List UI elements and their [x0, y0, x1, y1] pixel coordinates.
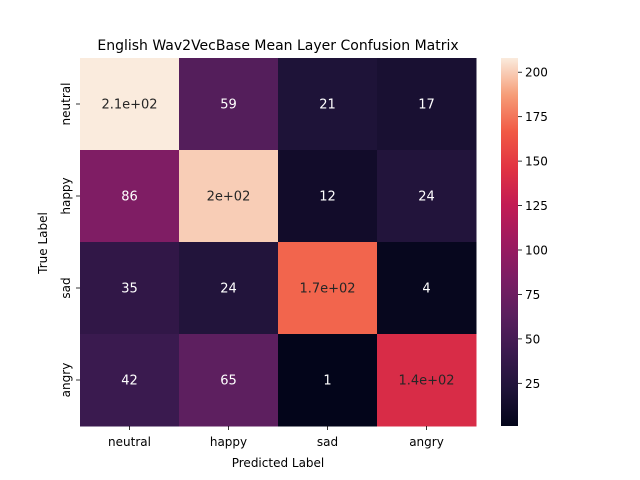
heatmap-cell-labels: 2.1e+02 59 21 17 86 2e+02 12 24 35 24 1.7e+02 4 42 65… — [101, 98, 454, 389]
colorbar-tick-label: 75 — [525, 288, 540, 302]
cell-value-label: 1.4e+02 — [398, 374, 454, 389]
heatmap-cell — [179, 150, 279, 243]
cell-value-label: 4 — [422, 282, 430, 297]
x-tick-label: angry — [409, 435, 444, 449]
cell-value-label: 17 — [418, 98, 435, 113]
colorbar-tick-label: 125 — [525, 199, 548, 213]
y-tick-label: happy — [59, 177, 73, 214]
heatmap-cell — [80, 58, 180, 151]
colorbar-tick-label: 100 — [525, 244, 548, 258]
heatmap-cell — [80, 334, 180, 427]
colorbar — [501, 58, 518, 426]
cell-value-label: 21 — [319, 98, 336, 113]
heatmap-cell — [179, 242, 279, 335]
colorbar-tick-label: 25 — [525, 377, 540, 391]
cell-value-label: 35 — [121, 282, 138, 297]
cell-value-label: 24 — [418, 190, 435, 205]
y-axis-ticks: neutral happy sad angry — [59, 83, 80, 398]
heatmap-cell — [278, 242, 378, 335]
colorbar-tick-label: 150 — [525, 155, 548, 169]
heatmap-cell — [179, 58, 279, 151]
cell-value-label: 59 — [220, 98, 237, 113]
y-axis-label: True Label — [36, 212, 50, 275]
cell-value-label: 12 — [319, 190, 336, 205]
cell-value-label: 86 — [121, 190, 138, 205]
colorbar-tick-label: 200 — [525, 66, 548, 80]
cell-value-label: 42 — [121, 374, 138, 389]
cell-value-label: 1 — [323, 374, 331, 389]
heatmap-cell — [377, 150, 477, 243]
x-tick-label: happy — [210, 435, 247, 449]
colorbar-tick-label: 175 — [525, 110, 548, 124]
colorbar-ticks: 25 50 75 100 125 150 175 200 — [518, 66, 548, 391]
heatmap-cell — [80, 150, 180, 243]
chart-title: English Wav2VecBase Mean Layer Confusion… — [97, 38, 458, 54]
x-tick-label: sad — [317, 435, 338, 449]
cell-value-label: 24 — [220, 282, 237, 297]
cell-value-label: 2e+02 — [207, 190, 251, 205]
y-tick-label: angry — [59, 363, 73, 398]
heatmap-cell — [278, 150, 378, 243]
heatmap-cells — [80, 58, 477, 427]
heatmap-cell — [377, 334, 477, 427]
y-tick-label: neutral — [59, 83, 73, 126]
heatmap-cell — [80, 242, 180, 335]
heatmap-cell — [377, 242, 477, 335]
x-axis-label: Predicted Label — [232, 456, 325, 470]
heatmap-cell — [278, 334, 378, 427]
cell-value-label: 1.7e+02 — [299, 282, 355, 297]
heatmap-cell — [179, 334, 279, 427]
x-tick-label: neutral — [108, 435, 151, 449]
heatmap-cell — [278, 58, 378, 151]
y-tick-label: sad — [59, 277, 73, 298]
cell-value-label: 2.1e+02 — [101, 98, 157, 113]
cell-value-label: 65 — [220, 374, 237, 389]
x-axis-ticks: neutral happy sad angry — [108, 426, 444, 449]
colorbar-tick-label: 50 — [525, 332, 540, 346]
heatmap-cell — [377, 58, 477, 151]
